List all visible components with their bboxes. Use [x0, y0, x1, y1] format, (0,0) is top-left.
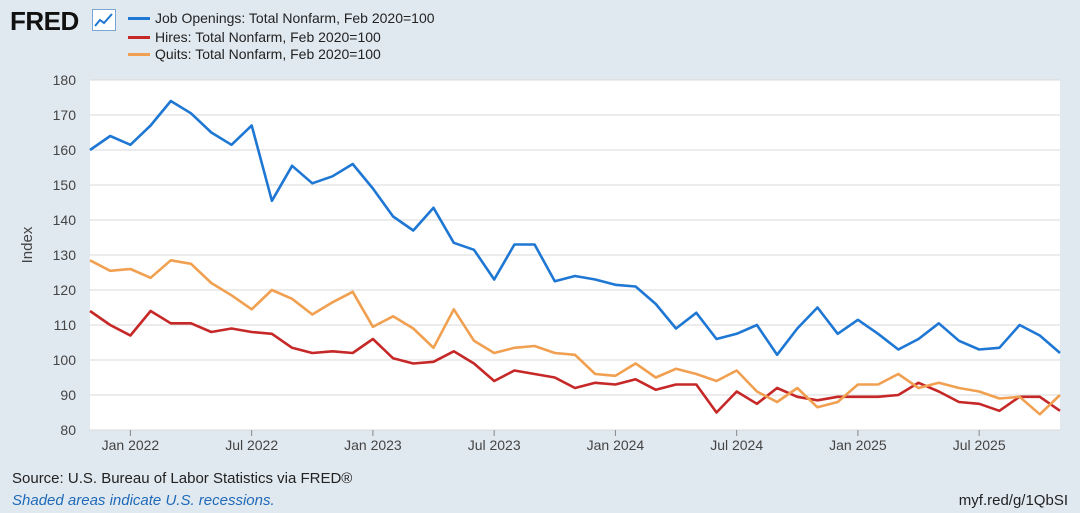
series-line-1[interactable]	[89, 309, 1061, 414]
y-tick-label: 80	[60, 422, 76, 438]
x-tick-label: Jan 2022	[102, 437, 160, 453]
y-tick-label: 150	[53, 177, 77, 193]
legend-item-quits: Quits: Total Nonfarm, Feb 2020=100	[128, 46, 381, 62]
y-tick-label: 170	[53, 107, 77, 123]
legend-swatch-job-openings	[128, 16, 150, 20]
y-tick-label: 120	[53, 282, 77, 298]
legend-label-job-openings: Job Openings: Total Nonfarm, Feb 2020=10…	[155, 10, 435, 26]
recession-note: Shaded areas indicate U.S. recessions.	[12, 492, 275, 509]
series-line-2[interactable]	[89, 258, 1061, 416]
y-tick-label: 110	[54, 317, 77, 333]
legend-item-job-openings: Job Openings: Total Nonfarm, Feb 2020=10…	[128, 10, 435, 26]
x-tick-label: Jul 2022	[225, 437, 278, 453]
legend-swatch-quits	[128, 52, 150, 56]
x-axis: Jan 2022 Jul 2022 Jan 2023 Jul 2023 Jan 2024…	[102, 430, 1006, 453]
y-tick-label: 160	[53, 142, 77, 158]
source-note: Source: U.S. Bureau of Labor Statistics …	[12, 470, 353, 487]
legend-item-hires: Hires: Total Nonfarm, Feb 2020=100	[128, 29, 381, 45]
y-tick-label: 100	[53, 352, 77, 368]
legend-label-quits: Quits: Total Nonfarm, Feb 2020=100	[155, 46, 381, 62]
y-tick-label: 130	[53, 247, 77, 263]
fred-logo[interactable]: FRED	[10, 6, 79, 36]
y-tick-label: 90	[60, 387, 76, 403]
x-tick-label: Jan 2024	[587, 437, 645, 453]
legend-swatch-hires	[128, 35, 150, 39]
x-tick-label: Jul 2023	[468, 437, 521, 453]
short-url-link[interactable]: myf.red/g/1QbSI	[958, 492, 1068, 509]
series-lines	[89, 99, 1061, 416]
y-tick-label: 140	[53, 212, 77, 228]
x-tick-label: Jul 2025	[953, 437, 1006, 453]
grid-lines	[90, 79, 1060, 431]
x-tick-label: Jan 2023	[344, 437, 402, 453]
legend-label-hires: Hires: Total Nonfarm, Feb 2020=100	[155, 29, 381, 45]
y-tick-label: 180	[53, 72, 77, 88]
graph-icon	[92, 9, 116, 31]
series-line-0[interactable]	[89, 99, 1061, 357]
y-axis: 80 90 100 110 120 130 140 150 160 170 180	[53, 72, 77, 438]
x-tick-label: Jul 2024	[710, 437, 763, 453]
y-axis-label: Index	[19, 226, 36, 263]
chart-header: FRED Job Openings: Total Nonfarm, Feb 20…	[0, 0, 1080, 66]
x-tick-label: Jan 2025	[829, 437, 887, 453]
